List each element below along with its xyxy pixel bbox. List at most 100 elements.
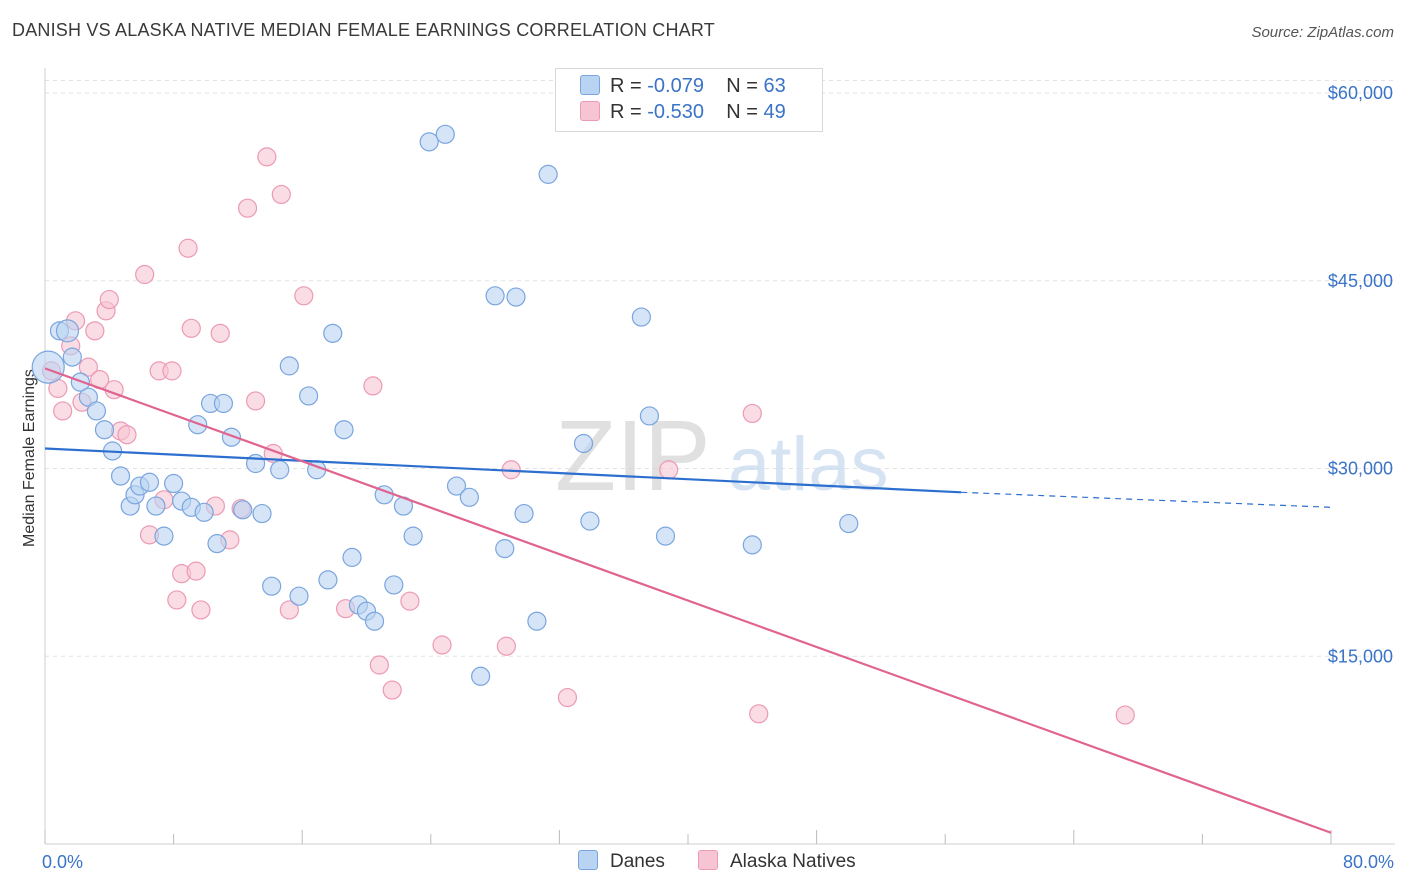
legend-r-label: R = <box>610 75 642 97</box>
danes-point <box>270 460 290 480</box>
alaska-point <box>382 680 402 700</box>
danes-point <box>62 347 82 367</box>
danes-point <box>364 611 385 631</box>
alaska-point <box>257 147 277 167</box>
alaska-point <box>237 198 258 218</box>
alaska-point <box>191 600 211 620</box>
danes-point <box>154 526 174 546</box>
danes-point <box>403 526 423 546</box>
danes-point <box>538 164 558 184</box>
alaska-point <box>496 636 516 656</box>
gridlines <box>45 80 1395 657</box>
danes-point <box>213 393 234 414</box>
alaska-point <box>85 321 105 341</box>
alaska-point <box>162 361 182 381</box>
alaska-point <box>400 591 420 611</box>
danes-point <box>86 401 107 421</box>
legend-r-alaska: -0.530 <box>647 101 704 123</box>
danes-point <box>194 502 214 522</box>
danes-point <box>94 420 115 440</box>
danes-point <box>221 427 242 447</box>
alaska-point <box>557 687 578 708</box>
alaska-point <box>135 264 155 285</box>
x-tick-max: 80.0% <box>1342 852 1394 872</box>
alaska-point <box>78 357 99 377</box>
y-tick-label: $45,000 <box>1328 271 1393 291</box>
danes-point <box>55 319 80 343</box>
danes-point <box>164 473 184 494</box>
x-tick-min: 0.0% <box>42 852 84 872</box>
alaska-point <box>99 289 119 310</box>
danes-point <box>419 132 439 152</box>
bottom-legend-danes: Danes <box>578 850 665 873</box>
danes-point <box>580 511 600 531</box>
alaska-point <box>178 238 198 258</box>
danes-point <box>495 539 515 559</box>
danes-point <box>527 611 547 631</box>
bottom-swatch-danes <box>578 850 598 870</box>
legend-n-danes: 63 <box>763 75 786 97</box>
alaska-point <box>181 318 201 338</box>
alaska-point <box>432 635 452 655</box>
danes-point <box>506 287 526 307</box>
legend-r-label: R = <box>610 101 642 123</box>
danes-point <box>207 534 227 554</box>
danes-point <box>485 286 505 306</box>
danes-point <box>252 503 272 524</box>
alaska-point <box>294 286 314 306</box>
y-tick-label: $60,000 <box>1328 83 1393 103</box>
danes-point <box>323 323 343 343</box>
danes-point <box>334 420 354 440</box>
danes-point <box>459 487 479 507</box>
danes-point <box>514 503 534 524</box>
alaska-point <box>369 655 389 675</box>
alaska-point <box>749 704 769 724</box>
danes-point <box>384 575 404 595</box>
legend-swatch-danes <box>580 75 600 95</box>
bottom-legend-danes-label: Danes <box>610 851 665 872</box>
danes-point <box>342 547 362 567</box>
alaska-point <box>742 403 762 424</box>
alaska-point <box>279 600 299 620</box>
y-tick-labels: $15,000 $30,000 $45,000 $60,000 <box>1328 83 1393 666</box>
alaska-point <box>363 376 383 396</box>
danes-point <box>31 350 65 384</box>
y-tick-label: $15,000 <box>1328 646 1393 666</box>
legend-n-label: N = <box>726 75 758 97</box>
legend-n-alaska: 49 <box>763 101 786 123</box>
alaska-point <box>186 561 206 581</box>
danes-point <box>139 472 160 492</box>
alaska-points <box>41 147 1135 725</box>
danes-point <box>318 570 338 590</box>
danes-points <box>31 124 859 686</box>
alaska-point <box>659 460 679 480</box>
alaska-point <box>53 401 73 421</box>
bottom-swatch-alaska <box>698 850 718 870</box>
danes-point <box>233 500 253 520</box>
watermark-zip: ZIP <box>555 400 711 512</box>
legend-row-danes: R = -0.079 N = 63 <box>580 75 786 99</box>
danes-point <box>262 576 282 596</box>
legend-r-danes: -0.079 <box>647 75 704 97</box>
danes-trend-extension <box>961 491 1332 508</box>
danes-point <box>279 356 299 376</box>
alaska-point <box>1115 705 1135 725</box>
danes-point <box>839 513 859 534</box>
correlation-legend: R = -0.079 N = 63 R = -0.530 N = 49 <box>555 68 823 132</box>
alaska-trend-line <box>44 367 1332 834</box>
alaska-point <box>271 184 291 205</box>
danes-point <box>299 386 319 406</box>
chart-title: DANISH VS ALASKA NATIVE MEDIAN FEMALE EA… <box>12 20 715 40</box>
danes-point <box>655 526 676 546</box>
legend-swatch-alaska <box>580 101 600 121</box>
danes-point <box>435 124 455 144</box>
alaska-point <box>245 391 266 411</box>
legend-n-label: N = <box>726 101 758 123</box>
danes-point <box>573 433 594 454</box>
alaska-point <box>117 425 137 445</box>
bottom-legend-alaska: Alaska Natives <box>698 850 856 873</box>
chart-source: Source: ZipAtlas.com <box>1251 24 1394 41</box>
danes-point <box>742 535 762 555</box>
y-tick-label: $30,000 <box>1328 459 1393 479</box>
